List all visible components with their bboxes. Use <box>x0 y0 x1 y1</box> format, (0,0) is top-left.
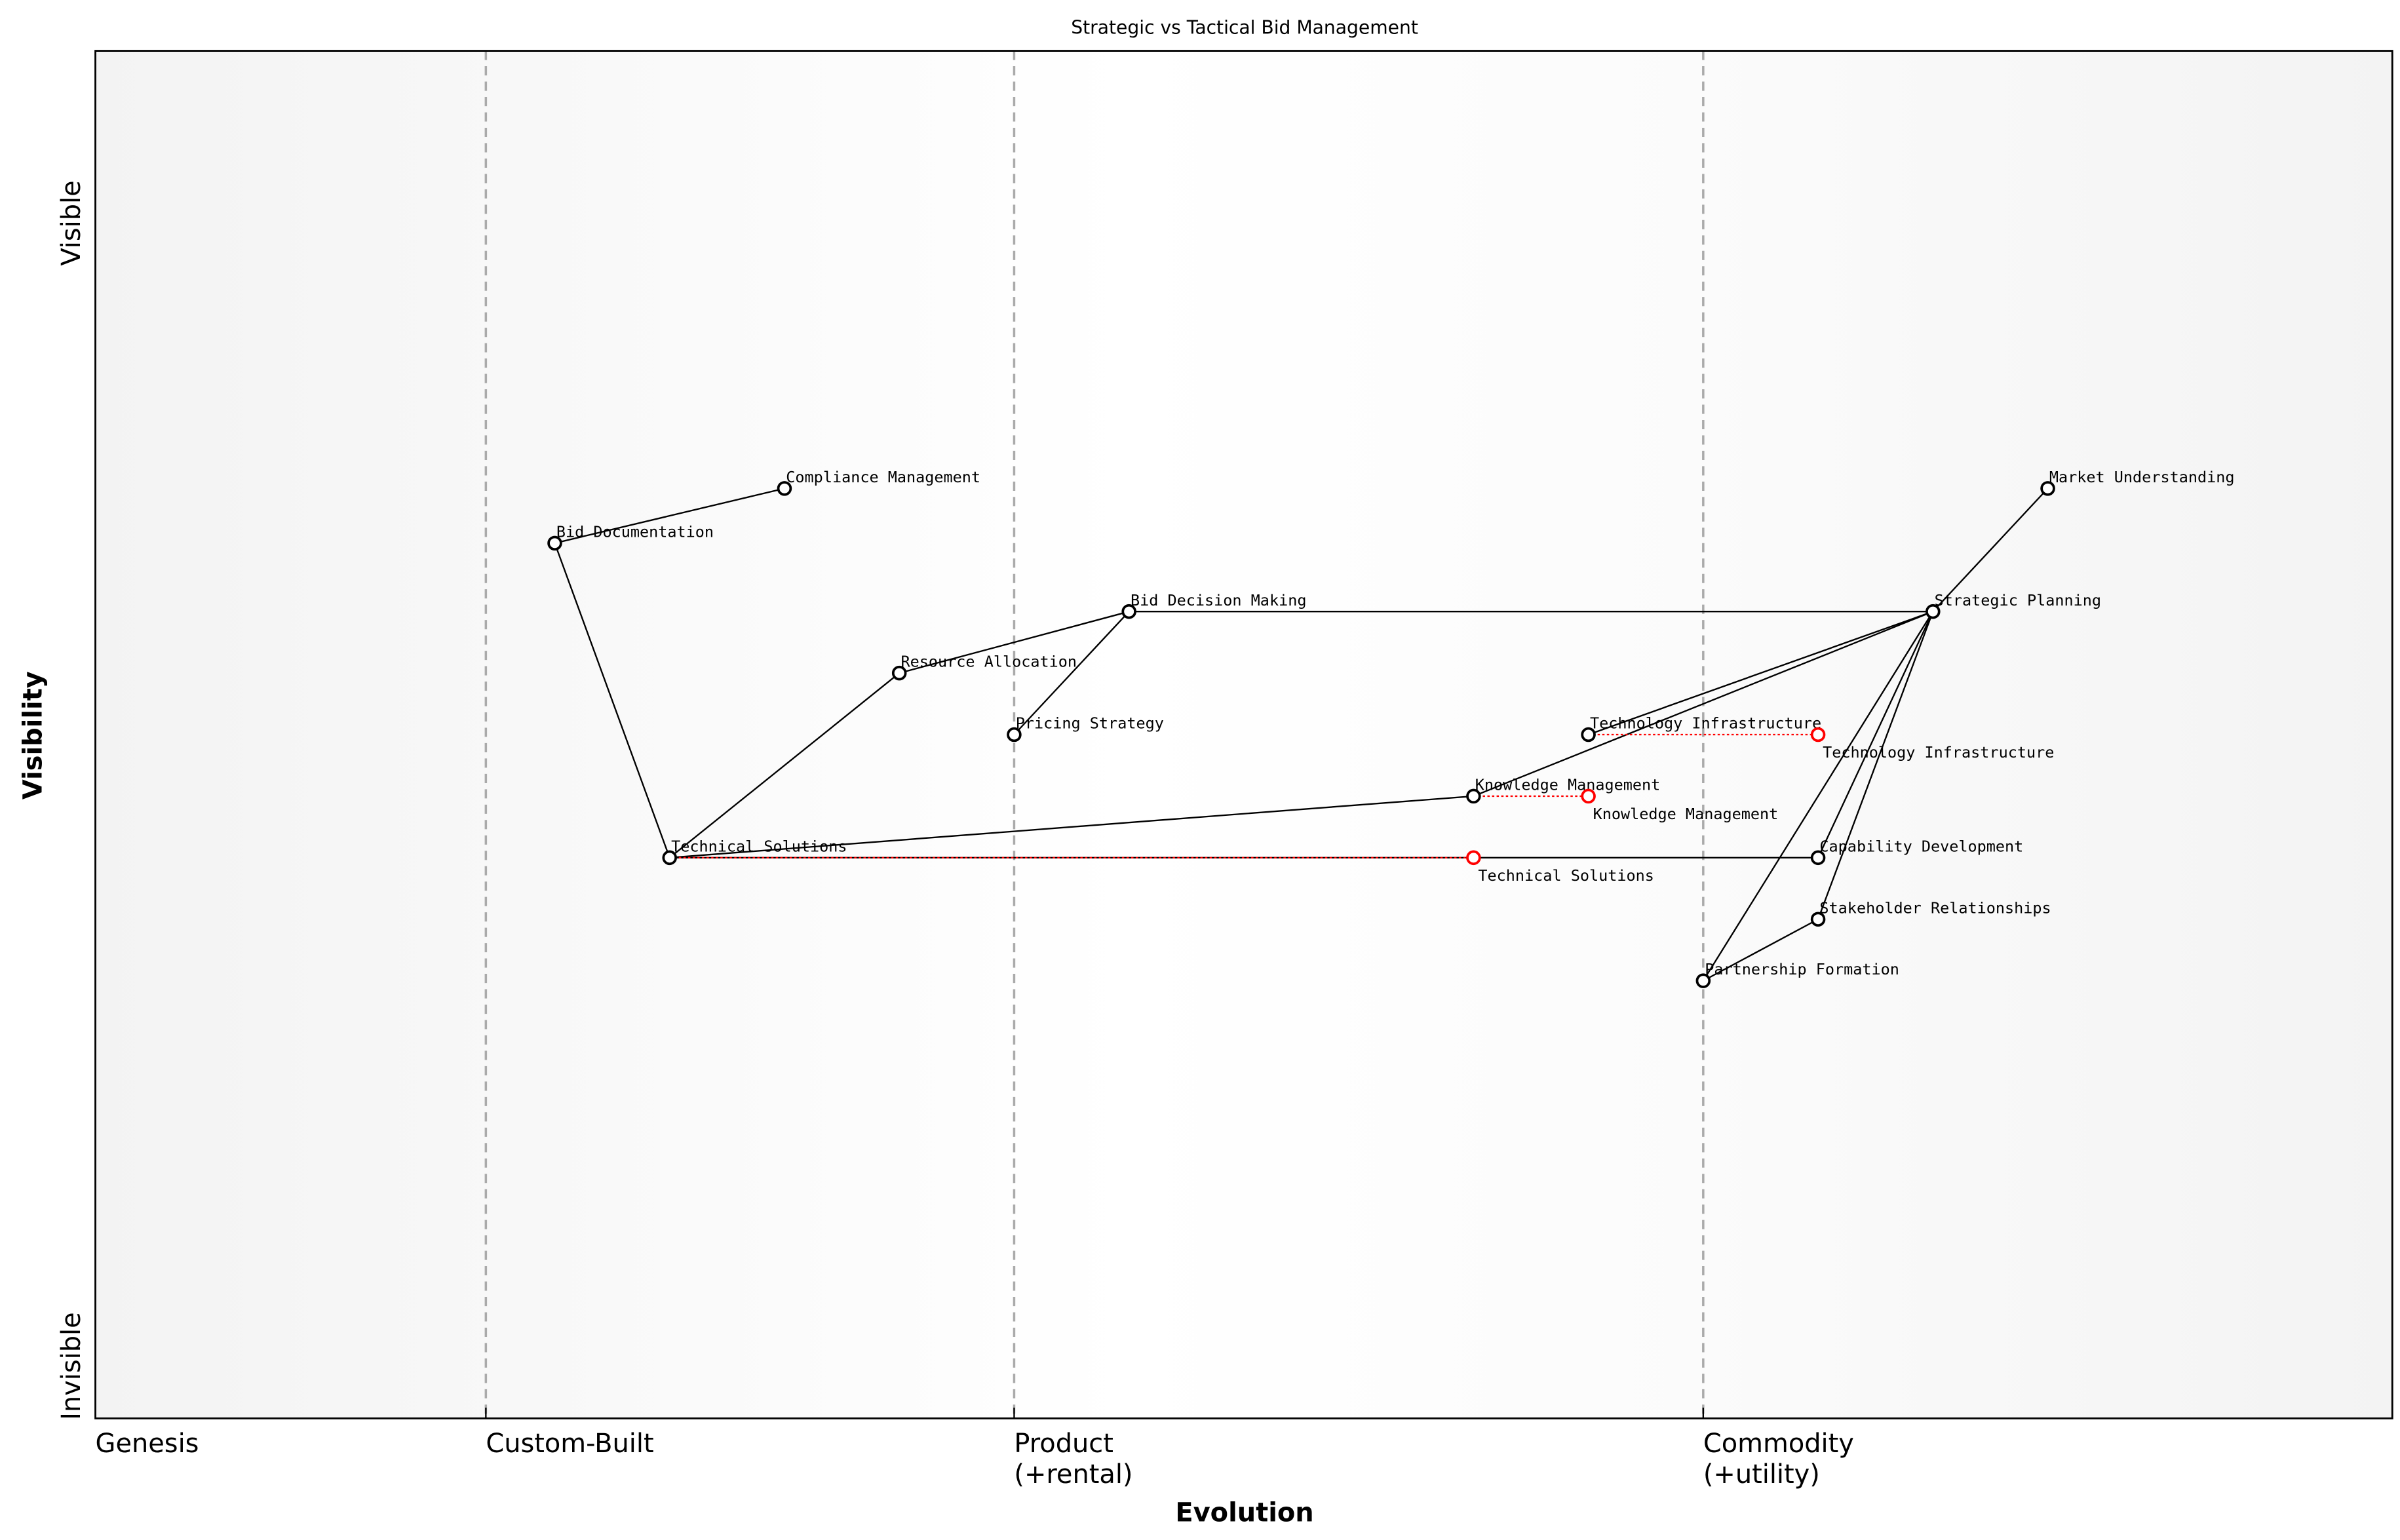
component-node[interactable] <box>1926 604 1941 619</box>
component-label: Partnership Formation <box>1705 960 1899 978</box>
dependency-link <box>899 611 1129 674</box>
component-label: Bid Documentation <box>556 522 714 541</box>
y-axis-bottom-label: Invisible <box>56 1312 87 1420</box>
evolved-component-node[interactable] <box>1581 788 1596 804</box>
component-label: Strategic Planning <box>1935 591 2101 609</box>
component-label: Compliance Management <box>786 468 980 486</box>
dependency-link <box>554 543 670 858</box>
component-node[interactable] <box>1466 788 1481 804</box>
evolved-component-label: Technical Solutions <box>1478 866 1654 885</box>
dependency-link <box>1013 611 1130 735</box>
dependency-link <box>1588 611 1933 736</box>
component-label: Capability Development <box>1819 837 2023 855</box>
dependency-link <box>669 795 1474 858</box>
dependency-link <box>1473 611 1933 798</box>
x-tick-label: Genesis <box>96 1429 199 1459</box>
dependency-link <box>1932 488 2049 612</box>
component-node[interactable] <box>777 481 792 496</box>
x-axis-title: Evolution <box>1175 1498 1313 1528</box>
component-node[interactable] <box>547 535 562 551</box>
evolved-component-label: Technology Infrastructure <box>1823 743 2054 761</box>
plot-area <box>95 50 2393 1419</box>
x-tick-label-sub: (+utility) <box>1703 1459 1820 1490</box>
component-label: Resource Allocation <box>901 653 1077 671</box>
component-label: Stakeholder Relationships <box>1819 898 2051 917</box>
component-label: Technology Infrastructure <box>1590 714 1821 733</box>
component-label: Bid Decision Making <box>1131 591 1306 609</box>
dependency-link <box>554 488 785 544</box>
evolved-component-label: Knowledge Management <box>1593 805 1779 823</box>
component-label: Market Understanding <box>2049 468 2235 486</box>
component-label: Knowledge Management <box>1475 776 1661 794</box>
component-label: Pricing Strategy <box>1016 714 1164 733</box>
dependency-link <box>1817 611 1934 858</box>
map-title: Strategic vs Tactical Bid Management <box>1071 17 1418 39</box>
dependency-link <box>1702 611 1934 982</box>
component-node[interactable] <box>1007 727 1022 742</box>
component-label: Technical Solutions <box>671 837 847 855</box>
components: Market Understanding Compliance Managemen… <box>547 468 2235 988</box>
x-tick-label: Commodity <box>1703 1429 1854 1459</box>
component-node[interactable] <box>1810 850 1826 866</box>
plot-frame <box>94 50 2393 1419</box>
evolution-links <box>669 733 1819 859</box>
x-tick-label: Custom-Built <box>486 1429 653 1459</box>
evolved-component-node[interactable] <box>1810 727 1826 742</box>
x-tick-label-sub: (+rental) <box>1014 1459 1132 1490</box>
y-axis-title: Visibility <box>18 671 48 799</box>
component-node[interactable] <box>1581 727 1596 742</box>
component-node[interactable] <box>891 665 907 681</box>
dependency-link <box>668 672 900 858</box>
component-node[interactable] <box>1695 973 1711 988</box>
y-axis-top-label: Visible <box>56 180 87 265</box>
component-node[interactable] <box>662 850 677 866</box>
component-node[interactable] <box>2040 481 2055 496</box>
dependency-link <box>1817 611 1934 920</box>
x-tick-label: Product <box>1014 1429 1113 1459</box>
dependency-link <box>1703 918 1819 982</box>
x-axis-ticks: Genesis Custom-Built Product(+rental) Commo… <box>96 1408 1854 1490</box>
evolved-component-node[interactable] <box>1466 850 1481 866</box>
component-node[interactable] <box>1810 912 1826 927</box>
component-node[interactable] <box>1121 604 1136 619</box>
